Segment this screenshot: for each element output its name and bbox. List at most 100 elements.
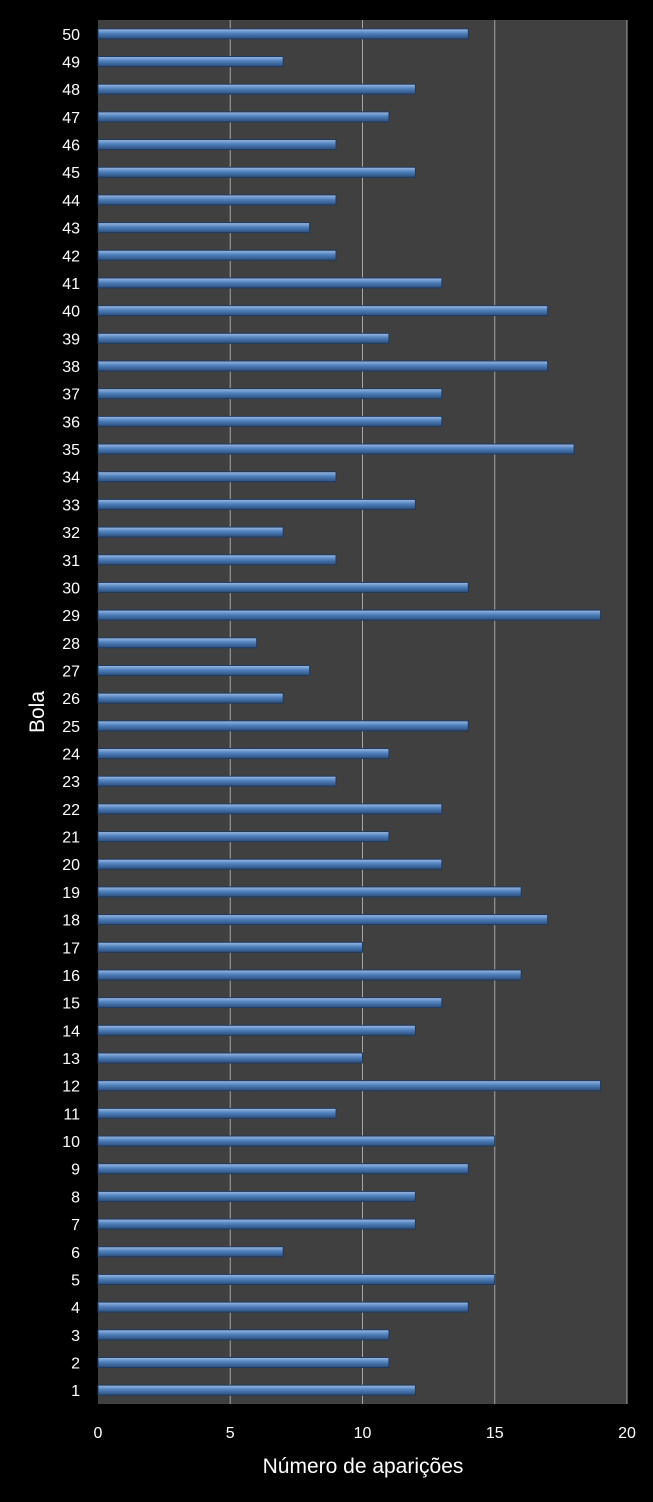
x-tick-label-20: 20 [618,1425,636,1442]
bar-24 [97,748,390,760]
y-tick-label-29: 29 [62,608,80,625]
y-tick-label-14: 14 [62,1023,80,1040]
y-tick-label-42: 42 [62,248,80,265]
y-axis-title: Bola [26,691,49,733]
bar-36 [97,415,443,427]
y-tick-label-44: 44 [62,193,80,210]
x-tick-labels: 0 5 10 15 20 [94,1425,636,1442]
bar-48 [97,83,416,95]
y-tick-label-1: 1 [71,1383,80,1400]
y-tick-label-28: 28 [62,636,80,653]
bar-25 [97,720,469,732]
y-tick-label-37: 37 [62,387,80,404]
y-tick-label-3: 3 [71,1328,80,1345]
bar-11 [97,1107,337,1119]
y-tick-label-39: 39 [62,331,80,348]
y-tick-label-31: 31 [62,553,80,570]
bar-2 [97,1356,390,1368]
bar-38 [97,360,549,372]
bar-31 [97,554,337,566]
bar-17 [97,941,363,953]
bar-42 [97,249,337,261]
bar-9 [97,1163,469,1175]
y-tick-label-30: 30 [62,580,80,597]
y-tick-label-50: 50 [62,27,80,44]
bar-18 [97,914,549,926]
bar-28 [97,637,258,649]
y-tick-labels: 1234567891011121314151617181920212223242… [62,27,80,1400]
y-tick-label-38: 38 [62,359,80,376]
bar-47 [97,111,390,123]
y-tick-label-36: 36 [62,414,80,431]
x-tick-label-5: 5 [226,1425,235,1442]
bar-37 [97,388,443,400]
bar-1 [97,1384,416,1396]
y-tick-label-48: 48 [62,82,80,99]
x-axis-title: Número de aparições [263,1455,464,1478]
bar-16 [97,969,522,981]
y-tick-label-20: 20 [62,857,80,874]
y-tick-label-11: 11 [63,1106,80,1123]
bar-14 [97,1024,416,1036]
y-tick-label-2: 2 [71,1355,80,1372]
y-tick-label-40: 40 [62,304,80,321]
y-tick-label-21: 21 [62,830,80,847]
bar-23 [97,775,337,787]
bar-30 [97,581,469,593]
y-tick-label-7: 7 [71,1217,80,1234]
bar-10 [97,1135,496,1147]
y-tick-label-12: 12 [62,1079,80,1096]
bar-33 [97,498,416,510]
y-tick-label-41: 41 [62,276,80,293]
bar-20 [97,858,443,870]
bar-5 [97,1273,496,1285]
y-tick-label-13: 13 [62,1051,80,1068]
bar-7 [97,1218,416,1230]
y-tick-label-26: 26 [62,691,80,708]
y-tick-label-4: 4 [71,1300,80,1317]
y-tick-label-45: 45 [62,165,80,182]
bar-34 [97,471,337,483]
x-tick-label-15: 15 [486,1425,504,1442]
bar-39 [97,332,390,344]
y-tick-label-33: 33 [62,497,80,514]
y-tick-label-23: 23 [62,774,80,791]
y-tick-label-9: 9 [71,1162,80,1179]
x-tick-label-0: 0 [94,1425,103,1442]
bar-41 [97,277,443,289]
bar-3 [97,1329,390,1341]
y-tick-label-18: 18 [62,913,80,930]
y-tick-label-49: 49 [62,55,80,72]
bar-43 [97,222,311,234]
y-tick-label-34: 34 [62,470,80,487]
y-tick-label-47: 47 [62,110,80,127]
y-tick-label-10: 10 [62,1134,80,1151]
bar-45 [97,166,416,178]
bar-8 [97,1190,416,1202]
y-tick-label-17: 17 [62,940,80,957]
bar-29 [97,609,602,621]
bar-44 [97,194,337,206]
bar-27 [97,664,311,676]
bar-15 [97,997,443,1009]
y-tick-label-6: 6 [71,1245,80,1262]
bar-4 [97,1301,469,1313]
bar-21 [97,831,390,843]
bars [97,28,602,1396]
bar-40 [97,305,549,317]
bar-12 [97,1080,602,1092]
y-tick-label-19: 19 [62,885,80,902]
bar-19 [97,886,522,898]
y-tick-label-35: 35 [62,442,80,459]
y-tick-label-24: 24 [62,747,80,764]
bar-6 [97,1246,284,1258]
y-tick-label-16: 16 [62,968,80,985]
bar-35 [97,443,575,455]
x-tick-label-10: 10 [354,1425,372,1442]
bar-50 [97,28,469,40]
y-tick-label-32: 32 [62,525,80,542]
y-tick-label-15: 15 [62,996,80,1013]
y-tick-label-8: 8 [71,1189,80,1206]
